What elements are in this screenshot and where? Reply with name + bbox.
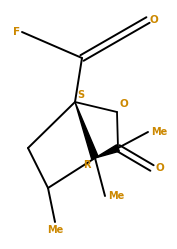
Text: O: O [120,99,129,109]
Text: O: O [150,15,159,25]
Text: S: S [77,90,84,100]
Text: F: F [13,27,20,37]
Polygon shape [95,145,119,158]
Text: R: R [84,160,91,170]
Text: Me: Me [47,225,63,235]
Text: Me: Me [151,127,167,137]
Polygon shape [75,102,98,159]
Text: Me: Me [108,191,124,201]
Text: O: O [155,163,164,173]
